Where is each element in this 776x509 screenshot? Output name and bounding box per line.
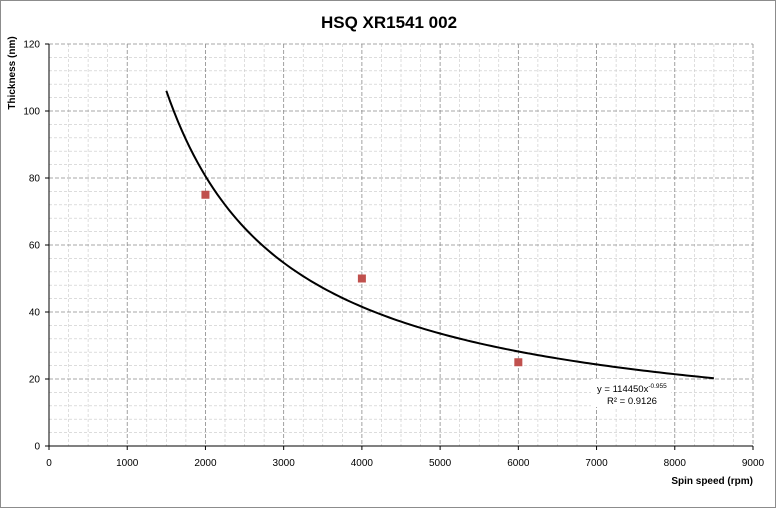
- major-gridlines: [49, 43, 754, 446]
- x-tick-label: 6000: [507, 458, 530, 469]
- y-tick-label: 120: [23, 40, 40, 51]
- x-tick-label: 1000: [116, 458, 139, 469]
- x-axis-label: Spin speed (rpm): [671, 476, 753, 487]
- y-axis-label: Thickness (nm): [7, 36, 18, 109]
- trendline-equation: y = 114450x-0.955 R² = 0.9126: [591, 379, 671, 407]
- equation-text: y = 114450x: [597, 384, 649, 395]
- svg-text:y = 114450x-0.955: y = 114450x-0.955: [597, 383, 667, 395]
- y-tick-label: 80: [29, 174, 41, 185]
- y-tick-label: 100: [23, 107, 40, 118]
- chart-title: HSQ XR1541 002: [321, 13, 457, 32]
- data-point: [514, 358, 523, 367]
- y-tick-label: 0: [34, 442, 40, 453]
- y-tick-labels: 0 20 40 60 80 100 120: [23, 40, 49, 453]
- y-tick-label: 20: [29, 375, 41, 386]
- equation-exponent: -0.955: [648, 383, 667, 390]
- data-point: [201, 190, 210, 199]
- data-points: [201, 190, 523, 367]
- x-tick-label: 2000: [194, 458, 217, 469]
- x-tick-label: 8000: [664, 458, 687, 469]
- x-tick-labels: 0 1000 2000 3000 4000 5000 6000 7000 8000 9000: [46, 446, 765, 469]
- r-squared-text: R² = 0.9126: [607, 396, 657, 407]
- y-tick-label: 60: [29, 241, 41, 252]
- x-tick-label: 4000: [351, 458, 374, 469]
- x-tick-label: 5000: [429, 458, 452, 469]
- data-point: [357, 274, 366, 283]
- y-tick-label: 40: [29, 308, 41, 319]
- trendline: [165, 90, 714, 380]
- x-tick-label: 3000: [273, 458, 296, 469]
- x-tick-label: 9000: [742, 458, 765, 469]
- x-tick-label: 0: [46, 458, 52, 469]
- x-tick-label: 7000: [585, 458, 608, 469]
